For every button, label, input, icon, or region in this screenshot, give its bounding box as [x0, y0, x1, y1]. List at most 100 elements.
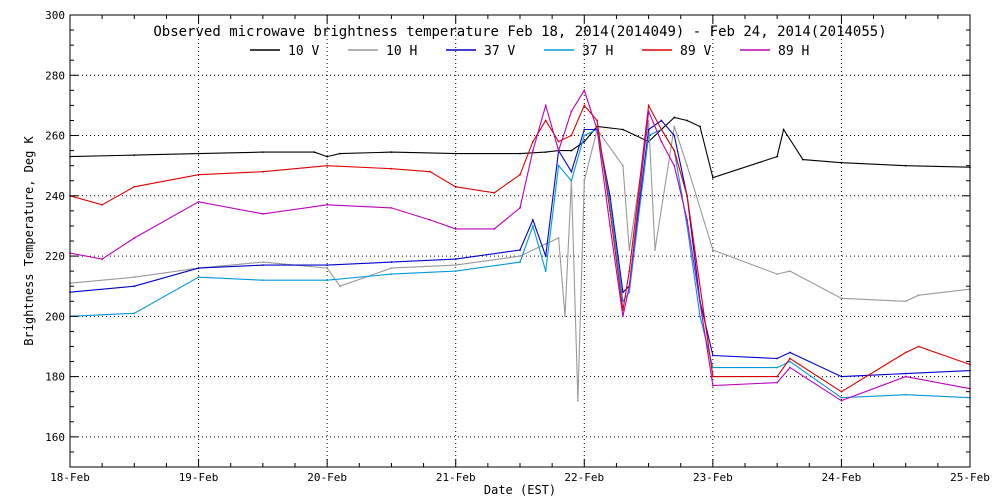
legend-label: 37 H	[582, 44, 613, 59]
data-point	[326, 155, 329, 158]
data-point	[776, 357, 779, 360]
data-point	[621, 300, 624, 303]
series-line	[69, 88, 971, 402]
data-point	[133, 312, 136, 315]
data-point	[197, 152, 200, 155]
data-point	[840, 390, 843, 393]
data-point	[776, 381, 779, 384]
data-point	[493, 228, 496, 230]
data-point	[454, 264, 457, 267]
data-point	[339, 285, 341, 288]
data-point	[904, 372, 907, 375]
data-point	[261, 261, 264, 263]
series-line	[69, 119, 971, 378]
legend-label: 10 H	[386, 44, 417, 59]
data-point	[133, 285, 136, 288]
data-point	[789, 270, 791, 273]
data-point	[583, 104, 586, 107]
y-tick-label: 180	[45, 371, 65, 384]
data-point	[711, 354, 714, 357]
data-point	[789, 360, 791, 363]
data-point	[673, 149, 676, 152]
data-point	[101, 203, 104, 206]
data-point	[544, 270, 547, 273]
data-point	[390, 273, 393, 276]
data-point	[531, 219, 534, 221]
data-point	[660, 140, 663, 143]
x-tick-label: 18-Feb	[50, 471, 90, 484]
data-point	[197, 276, 200, 279]
data-point	[570, 134, 573, 137]
data-point	[904, 164, 907, 167]
data-point	[621, 164, 624, 167]
data-point	[519, 152, 521, 155]
y-tick-label: 300	[45, 9, 65, 22]
data-point	[673, 134, 676, 137]
data-point	[519, 255, 521, 257]
data-point	[840, 161, 843, 164]
data-point	[261, 279, 264, 282]
series-line	[69, 103, 971, 393]
data-point	[326, 264, 329, 267]
x-tick-label: 24-Feb	[822, 471, 862, 484]
data-point	[647, 104, 650, 107]
data-point	[454, 228, 457, 230]
data-point	[686, 164, 689, 167]
series-lines	[69, 88, 971, 402]
y-tick-label: 240	[45, 190, 65, 203]
data-point	[660, 128, 663, 131]
data-point	[531, 140, 534, 143]
data-point	[557, 149, 560, 152]
data-point	[801, 158, 804, 161]
data-point	[609, 200, 611, 203]
data-point	[429, 170, 431, 173]
data-point	[133, 154, 136, 157]
data-point	[429, 219, 431, 221]
data-point	[776, 375, 779, 378]
data-point	[454, 258, 457, 260]
legend-label: 89 V	[680, 44, 711, 59]
data-point	[454, 270, 457, 273]
data-point	[840, 375, 843, 378]
data-point	[583, 179, 586, 182]
data-point	[570, 179, 573, 182]
data-point	[711, 384, 714, 387]
data-point	[583, 89, 586, 92]
data-point	[390, 267, 393, 270]
data-point	[493, 191, 496, 194]
grid	[70, 15, 970, 467]
data-point	[776, 273, 779, 276]
data-point	[519, 261, 521, 263]
data-point	[576, 399, 579, 402]
data-point	[261, 212, 264, 215]
data-point	[699, 315, 701, 318]
series-line	[69, 128, 971, 399]
data-point	[326, 267, 329, 270]
data-point	[596, 119, 599, 122]
data-point	[197, 200, 200, 203]
data-point	[261, 170, 264, 173]
data-point	[789, 351, 791, 354]
y-tick-label: 220	[45, 250, 65, 263]
data-point	[519, 206, 521, 209]
legend-label: 37 V	[484, 44, 515, 59]
x-tick-label: 23-Feb	[693, 471, 733, 484]
data-point	[564, 315, 566, 318]
data-point	[647, 134, 650, 137]
data-point	[133, 185, 136, 188]
data-point	[621, 315, 624, 318]
data-point	[101, 258, 104, 260]
data-point	[621, 128, 624, 131]
data-point	[570, 170, 573, 173]
data-point	[673, 125, 676, 128]
data-point	[339, 152, 341, 155]
data-point	[583, 134, 586, 137]
data-point	[686, 119, 689, 122]
data-point	[544, 104, 547, 107]
data-point	[326, 203, 329, 206]
x-tick-label: 21-Feb	[436, 471, 476, 484]
data-point	[197, 267, 200, 270]
data-point	[840, 396, 843, 399]
data-point	[544, 255, 547, 257]
data-point	[628, 249, 631, 251]
